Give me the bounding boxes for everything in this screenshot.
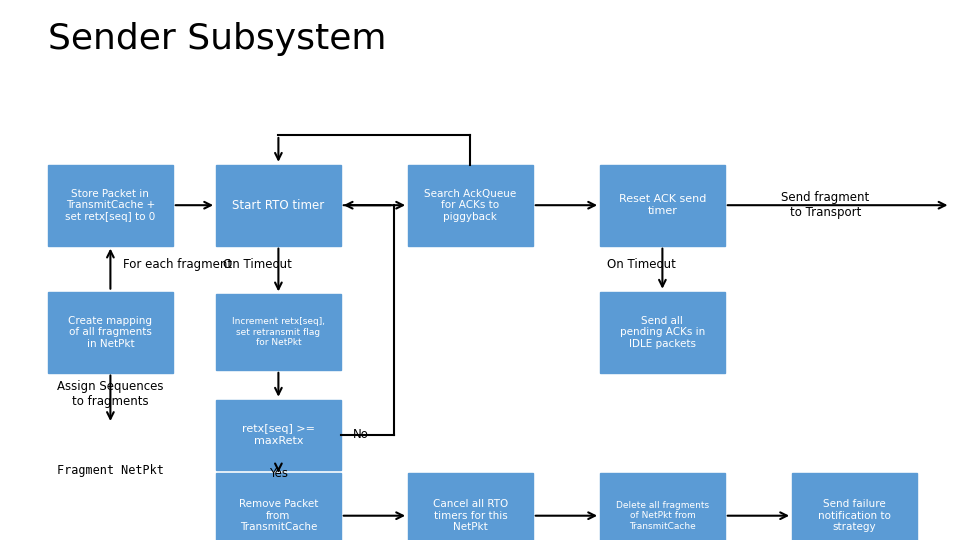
Text: Create mapping
of all fragments
in NetPkt: Create mapping of all fragments in NetPk… — [68, 315, 153, 349]
Text: Fragment NetPkt: Fragment NetPkt — [57, 464, 164, 477]
FancyBboxPatch shape — [216, 472, 341, 540]
FancyBboxPatch shape — [600, 292, 725, 373]
Text: Send all
pending ACKs in
IDLE packets: Send all pending ACKs in IDLE packets — [620, 315, 705, 349]
Text: Store Packet in
TransmitCache +
set retx[seq] to 0: Store Packet in TransmitCache + set retx… — [65, 188, 156, 222]
FancyBboxPatch shape — [216, 294, 341, 370]
FancyBboxPatch shape — [792, 472, 917, 540]
Text: Delete all fragments
of NetPkt from
TransmitCache: Delete all fragments of NetPkt from Tran… — [615, 501, 709, 531]
FancyBboxPatch shape — [600, 165, 725, 246]
FancyBboxPatch shape — [216, 165, 341, 246]
FancyBboxPatch shape — [600, 472, 725, 540]
FancyBboxPatch shape — [48, 165, 173, 246]
Text: retx[seq] >=
maxRetx: retx[seq] >= maxRetx — [242, 424, 315, 446]
Text: Start RTO timer: Start RTO timer — [232, 199, 324, 212]
Text: Reset ACK send
timer: Reset ACK send timer — [618, 194, 707, 216]
Text: Increment retx[seq],
set retransmit flag
for NetPkt: Increment retx[seq], set retransmit flag… — [232, 317, 324, 347]
FancyBboxPatch shape — [48, 292, 173, 373]
Text: For each fragment: For each fragment — [123, 258, 232, 271]
Text: Yes: Yes — [269, 467, 288, 480]
FancyBboxPatch shape — [408, 165, 533, 246]
FancyBboxPatch shape — [408, 472, 533, 540]
Text: Cancel all RTO
timers for this
NetPkt: Cancel all RTO timers for this NetPkt — [433, 499, 508, 532]
Text: Assign Sequences
to fragments: Assign Sequences to fragments — [58, 380, 163, 408]
Text: Sender Subsystem: Sender Subsystem — [48, 22, 387, 56]
FancyBboxPatch shape — [216, 400, 341, 470]
Text: On Timeout: On Timeout — [223, 258, 292, 271]
Text: Send fragment
to Transport: Send fragment to Transport — [781, 191, 870, 219]
Text: No: No — [353, 428, 370, 441]
Text: Send failure
notification to
strategy: Send failure notification to strategy — [818, 499, 891, 532]
Text: Remove Packet
from
TransmitCache: Remove Packet from TransmitCache — [239, 499, 318, 532]
Text: Search AckQueue
for ACKs to
piggyback: Search AckQueue for ACKs to piggyback — [424, 188, 516, 222]
Text: On Timeout: On Timeout — [607, 258, 676, 271]
